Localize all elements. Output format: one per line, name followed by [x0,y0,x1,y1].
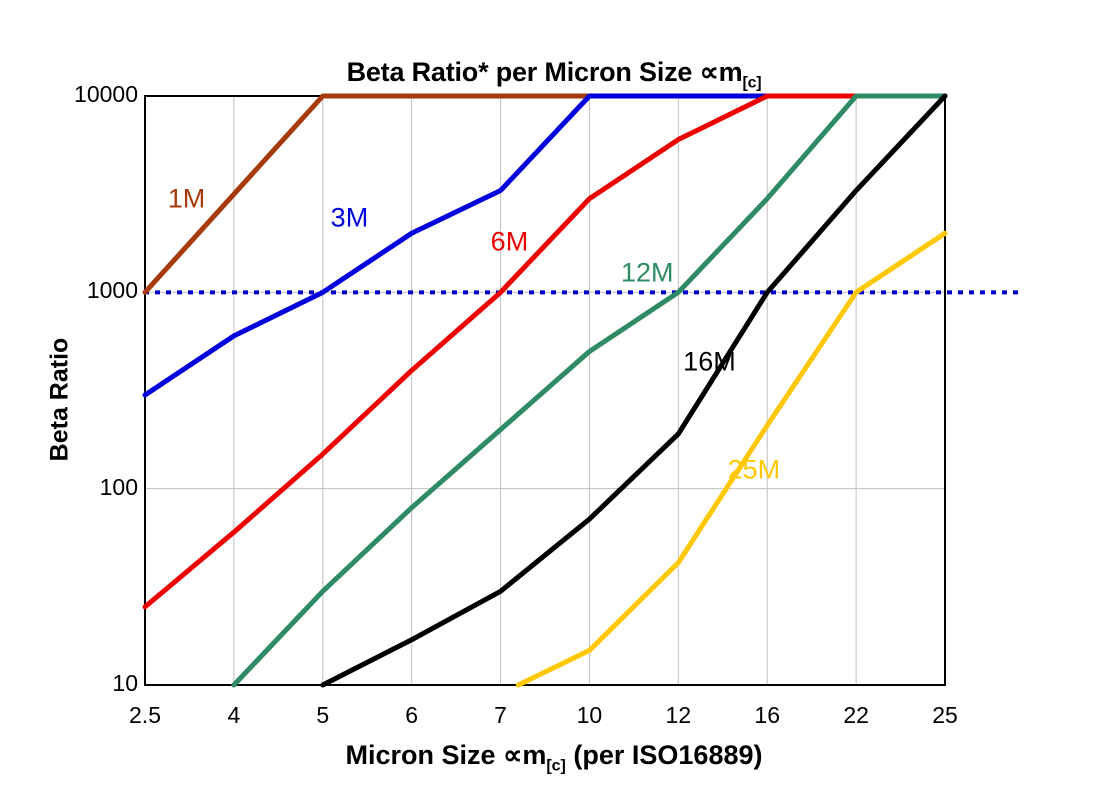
x-tick-label: 2.5 [129,702,161,728]
series-line-16m [320,93,948,688]
series-line-1m [142,93,948,295]
chart-title-subscript: [c] [742,74,762,92]
y-tick-label: 100 [99,473,138,500]
x-tick-label: 12 [665,702,692,728]
x-axis-title-subscript: [c] [546,757,566,775]
y-tick-label: 10000 [74,81,138,107]
x-tick-label: 10 [576,702,603,728]
chart-title: Beta Ratio* per Micron Size ∝m[c] [0,57,1108,92]
x-tick-label: 16 [754,702,781,728]
x-axis-title: Micron Size ∝m[c] (per ISO16889) [0,740,1108,775]
y-tick-label: 10 [112,670,138,696]
y-axis-tick-labels: 10 100 1000 10000 [42,0,138,790]
x-tick-label: 7 [494,702,507,728]
x-axis-title-tail: (per ISO16889) [565,740,763,770]
y-tick-label: 1000 [86,277,138,304]
x-tick-label: 5 [316,702,330,728]
series-line-25m [515,230,948,688]
x-tick-label: 4 [227,702,241,728]
x-tick-label: 25 [932,702,958,728]
x-tick-label: 22 [843,702,869,728]
x-tick-label: 6 [405,702,419,728]
chart-title-text: Beta Ratio* per Micron Size ∝m [346,57,743,87]
series-label-6m: 6M [490,226,529,257]
series-label-16m: 16M [683,346,736,377]
series-label-25m: 25M [727,454,781,485]
series-line-12m [231,93,948,688]
series-label-12m: 12M [620,257,674,288]
x-axis-title-text: Micron Size ∝m [345,740,547,770]
series-line-6m [142,93,948,610]
series-label-1m: 1M [167,183,206,214]
series-label-3m: 3M [330,202,369,233]
